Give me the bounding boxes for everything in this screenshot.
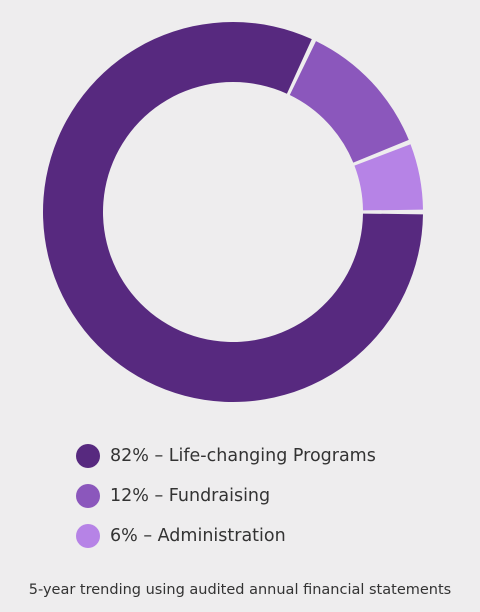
legend-item-administration: 6% – Administration [76,524,376,548]
legend-item-fundraising: 12% – Fundraising [76,484,376,508]
legend-swatch-fundraising [76,484,100,508]
donut-chart [42,21,423,402]
legend-label-administration: 6% – Administration [110,526,286,546]
legend-label-fundraising: 12% – Fundraising [110,486,271,506]
chart-caption: 5-year trending using audited annual fin… [28,582,452,598]
legend-label-programs: 82% – Life-changing Programs [110,446,376,466]
legend-swatch-administration [76,524,100,548]
legend-swatch-programs [76,444,100,468]
legend-item-programs: 82% – Life-changing Programs [76,444,376,468]
donut-slice-programs [42,21,423,402]
chart-legend: 82% – Life-changing Programs 12% – Fundr… [76,444,376,564]
donut-slice-administration [354,144,423,211]
donut-slice-fundraising [289,41,409,163]
